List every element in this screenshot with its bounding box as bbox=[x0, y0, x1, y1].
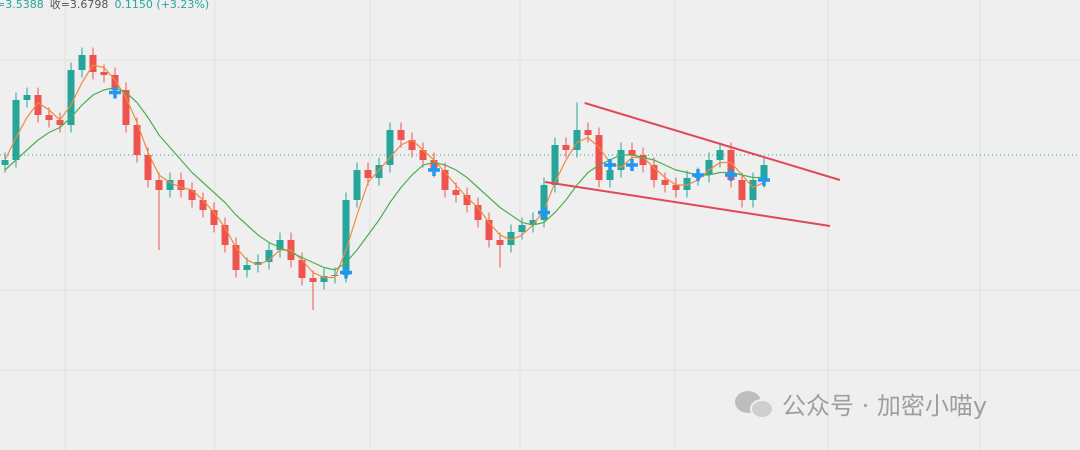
moving-average bbox=[4, 86, 764, 271]
signal-marker bbox=[428, 164, 440, 176]
candle-body bbox=[650, 165, 658, 180]
candle-body bbox=[595, 135, 603, 180]
candle-body bbox=[628, 150, 636, 155]
header-text: 收=3.6798 bbox=[50, 0, 109, 11]
watermark-icon bbox=[750, 399, 774, 419]
candle-body bbox=[584, 130, 592, 135]
candle-body bbox=[441, 170, 449, 190]
header-text: 0.1150 (+3.23%) bbox=[114, 0, 209, 11]
candle-body bbox=[331, 275, 339, 276]
candle-body bbox=[639, 155, 647, 165]
candle-body bbox=[496, 240, 504, 245]
candle-body bbox=[342, 200, 350, 275]
candle-body bbox=[463, 195, 471, 205]
candle-body bbox=[749, 180, 757, 200]
candle-body bbox=[408, 140, 416, 150]
signal-marker bbox=[538, 206, 550, 219]
candle-body bbox=[100, 72, 108, 75]
candle-body bbox=[144, 155, 152, 180]
candle-body bbox=[221, 225, 229, 245]
candle-body bbox=[276, 240, 284, 250]
watermark-text: 公众号 · 加密小喵y bbox=[782, 392, 987, 420]
candle-body bbox=[23, 95, 31, 100]
candle-body bbox=[254, 262, 262, 265]
moving-average bbox=[4, 64, 765, 279]
candle-body bbox=[34, 95, 42, 115]
candle-body bbox=[452, 190, 460, 195]
candle-body bbox=[12, 100, 20, 160]
candle-body bbox=[727, 150, 735, 180]
candle-body bbox=[551, 145, 559, 185]
candle-body bbox=[133, 125, 141, 155]
candle-body bbox=[760, 165, 768, 180]
candle-body bbox=[1, 160, 9, 165]
candle-body bbox=[177, 180, 185, 190]
candle-body bbox=[320, 276, 328, 282]
candle-body bbox=[232, 245, 240, 270]
candle-body bbox=[265, 250, 273, 262]
candle-body bbox=[364, 170, 372, 178]
candle-body bbox=[672, 185, 680, 190]
candle-body bbox=[507, 232, 515, 245]
candle-body bbox=[155, 180, 163, 190]
candle-body bbox=[617, 150, 625, 170]
candle-body bbox=[375, 165, 383, 178]
candle-body bbox=[243, 265, 251, 270]
signal-marker bbox=[340, 266, 352, 279]
candle-body bbox=[529, 220, 537, 225]
candle-body bbox=[540, 185, 548, 220]
candle-body bbox=[518, 225, 526, 232]
candle-body bbox=[683, 178, 691, 190]
candle-body bbox=[309, 278, 317, 282]
candle-body bbox=[474, 205, 482, 220]
candle-body bbox=[188, 190, 196, 200]
candle-body bbox=[210, 210, 218, 225]
candle-body bbox=[56, 120, 64, 125]
candle-body bbox=[606, 170, 614, 180]
signal-marker bbox=[604, 159, 616, 171]
candle-body bbox=[386, 130, 394, 165]
signal-marker bbox=[626, 159, 638, 171]
header-text: =3.5388 bbox=[0, 0, 44, 11]
candle-body bbox=[573, 130, 581, 150]
candle-body bbox=[562, 145, 570, 150]
candle-body bbox=[298, 260, 306, 278]
watermark: 公众号 · 加密小喵y bbox=[735, 391, 987, 420]
candle-body bbox=[716, 150, 724, 160]
candle-body bbox=[738, 180, 746, 200]
candle-body bbox=[419, 150, 427, 160]
candle-body bbox=[705, 160, 713, 175]
candle-body bbox=[166, 180, 174, 190]
trendline bbox=[584, 102, 841, 181]
candle-body bbox=[67, 70, 75, 125]
signal-marker bbox=[109, 86, 121, 99]
candle-body bbox=[397, 130, 405, 140]
candle-body bbox=[111, 75, 119, 90]
candle-body bbox=[89, 55, 97, 72]
signal-marker bbox=[725, 169, 737, 181]
candle-body bbox=[45, 115, 53, 120]
candle-body bbox=[78, 55, 86, 70]
candle-body bbox=[661, 180, 669, 185]
candle-body bbox=[353, 170, 361, 200]
trendline bbox=[544, 181, 831, 227]
signal-marker bbox=[758, 174, 770, 186]
candle-body bbox=[122, 90, 130, 125]
candle-body bbox=[199, 200, 207, 210]
candle-body bbox=[485, 220, 493, 240]
signal-marker bbox=[692, 169, 704, 181]
